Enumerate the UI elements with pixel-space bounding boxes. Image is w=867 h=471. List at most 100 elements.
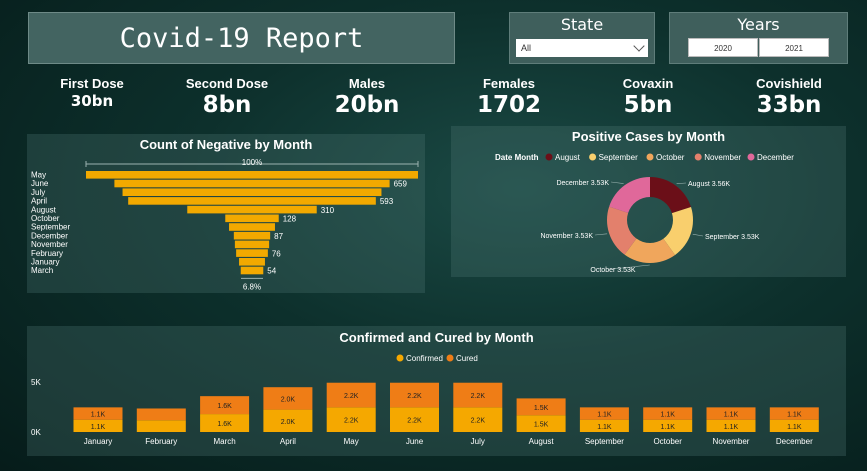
funnel-bottom-label: 6.8%	[243, 282, 261, 291]
bar-data-label: 2.2K	[407, 393, 422, 400]
bar-data-label: 1.5K	[534, 422, 549, 429]
kpi-first-dose: First Dose 30bn	[32, 76, 152, 110]
bar-data-label: 1.6K	[217, 403, 232, 410]
funnel-category-label: April	[31, 197, 47, 206]
donut-leader-line	[692, 233, 704, 237]
funnel-category-label: January	[31, 258, 59, 267]
funnel-data-label: 128	[283, 215, 297, 224]
donut-leader-line	[612, 264, 650, 270]
donut-data-label: October 3.53K	[590, 267, 635, 274]
confirmed-bar	[579, 419, 629, 432]
confirmed-cured-title: Confirmed and Cured by Month	[339, 330, 534, 345]
funnel-category-label: October	[31, 214, 60, 223]
bar-data-label: 2.2K	[344, 393, 359, 400]
x-tick-label: June	[406, 437, 424, 446]
year-2020-button[interactable]: 2020	[688, 38, 758, 57]
legend-item: September	[599, 153, 638, 162]
x-tick-label: September	[585, 437, 624, 446]
donut-leader-line	[610, 181, 624, 184]
kpi-label: Covaxin	[622, 76, 674, 91]
donut-leader-line	[594, 233, 608, 236]
bar-data-label: 2.2K	[344, 418, 359, 425]
cured-bar	[769, 407, 819, 420]
legend-marker	[396, 354, 404, 362]
x-tick-label: April	[280, 437, 296, 446]
legend-item: October	[656, 153, 685, 162]
kpi-label: Males	[348, 76, 386, 91]
funnel-bar	[225, 214, 279, 223]
confirmed-cured-panel: Confirmed and Cured by Month Confirmed Cu…	[27, 326, 846, 456]
legend-item: November	[704, 153, 741, 162]
legend-title: Date Month	[495, 153, 539, 162]
bar-data-label: 1.1K	[91, 412, 106, 419]
kpi-value: 1702	[476, 92, 541, 118]
y-tick-label: 5K	[31, 378, 41, 387]
funnel-bar	[128, 197, 376, 205]
x-tick-label: November	[713, 437, 750, 446]
years-slicer-label: Years	[737, 15, 780, 34]
state-dropdown[interactable]: All	[516, 39, 648, 57]
kpi-value: 5bn	[623, 92, 673, 118]
cured-bar	[136, 408, 186, 421]
funnel-data-label: 76	[272, 249, 281, 258]
x-tick-label: August	[529, 437, 555, 446]
confirmed-bar	[326, 407, 376, 432]
donut-slice	[624, 238, 676, 263]
cured-bar	[263, 387, 313, 410]
donut-slice	[663, 207, 693, 255]
bar-data-label: 2.2K	[407, 418, 422, 425]
confirmed-bar	[390, 407, 439, 432]
cured-bar	[516, 398, 566, 416]
cured-bar	[73, 407, 123, 420]
bar-data-label: 2.0K	[281, 396, 296, 403]
kpi-covishield: Covishield 33bn	[729, 76, 849, 118]
chevron-down-icon	[633, 40, 645, 52]
kpi-value: 20bn	[334, 92, 400, 118]
legend-marker	[446, 354, 454, 362]
confirmed-bar	[643, 419, 693, 432]
legend-marker	[589, 153, 597, 161]
confirmed-bar	[200, 414, 250, 432]
bar-data-label: 1.1K	[597, 424, 612, 431]
bar-data-label: 1.1K	[724, 412, 739, 419]
state-dropdown-value: All	[521, 43, 532, 53]
confirmed-bar	[769, 419, 819, 432]
funnel-category-label: February	[31, 249, 63, 258]
years-slicer: Years 2020 2021	[669, 12, 848, 64]
funnel-category-label: March	[31, 266, 53, 275]
funnel-bar	[234, 240, 270, 249]
donut-chart: Date Month August September October November…	[495, 153, 794, 274]
donut-slice	[607, 206, 637, 255]
bar-data-label: 1.1K	[597, 412, 612, 419]
funnel-top-label: 100%	[242, 158, 262, 167]
funnel-bar	[233, 231, 271, 240]
negative-chart-title: Count of Negative by Month	[139, 137, 313, 152]
cured-bar	[643, 407, 693, 420]
donut-slice	[650, 177, 692, 214]
confirmed-bar	[136, 420, 186, 432]
funnel-bar	[122, 188, 382, 196]
negative-by-month-panel: Count of Negative by Month 100% May June 65…	[27, 134, 425, 293]
kpi-label: Second Dose	[185, 76, 269, 91]
legend-marker	[646, 153, 654, 161]
cured-bar	[706, 407, 756, 420]
report-title: Covid-19 Report	[28, 12, 455, 64]
year-2021-button[interactable]: 2021	[759, 38, 829, 57]
donut-data-label: December 3.53K	[556, 180, 609, 187]
cured-bar	[579, 407, 629, 420]
funnel-data-label: 310	[321, 206, 335, 215]
x-tick-label: March	[213, 437, 235, 446]
funnel-category-label: May	[31, 171, 46, 180]
legend-item: Cured	[456, 354, 478, 363]
confirmed-bar	[263, 409, 313, 432]
kpi-label: Covishield	[756, 76, 822, 91]
funnel-category-label: November	[31, 240, 68, 249]
x-tick-label: January	[84, 437, 112, 446]
kpi-females: Females 1702	[449, 76, 569, 118]
y-tick-label: 0K	[31, 428, 41, 437]
funnel-bar	[236, 249, 268, 257]
bar-data-label: 1.1K	[724, 424, 739, 431]
kpi-value: 30bn	[70, 92, 114, 110]
funnel-bar	[239, 258, 265, 266]
